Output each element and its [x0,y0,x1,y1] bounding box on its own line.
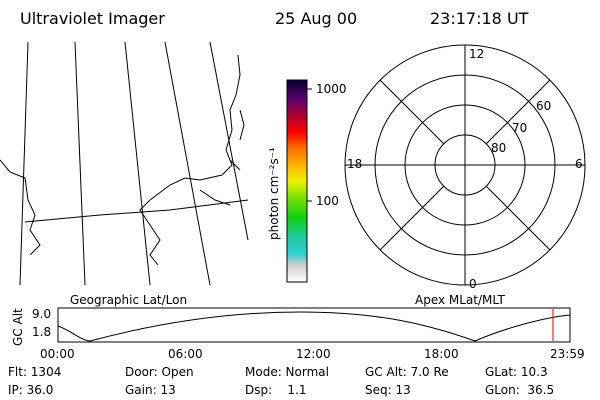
x-tick-label: 00:00 [40,347,75,361]
date: 25 Aug 00 [275,9,357,28]
colorbar-tick-label: 1000 [316,82,347,96]
status-field: Flt: 1304 [8,365,61,379]
altitude-frame [57,307,571,343]
lat-label: 80 [491,141,506,155]
status-field: GLon: 36.5 [485,383,554,397]
mlt-label: 18 [347,157,362,171]
mlt-label: 12 [469,47,484,61]
axis-label: GC Alt [11,308,25,346]
status-field: Gain: 13 [125,383,176,397]
status-field: Door: Open [125,365,194,379]
colorbar [286,79,308,283]
coastline [0,54,245,266]
x-tick-label: 23:59 [550,347,585,361]
status-field: IP: 36.0 [8,383,53,397]
x-tick-label: 06:00 [168,347,203,361]
status-field: Seq: 13 [365,383,411,397]
polar-plot [344,44,586,286]
lat-label: 70 [512,121,527,135]
panel-label: Geographic Lat/Lon [70,293,187,307]
y-tick-label: 9.0 [32,307,51,321]
colorbar-tick-label: 100 [316,194,339,208]
panel-label: Apex MLat/MLT [415,293,505,307]
mlt-label: 6 [575,157,583,171]
map [0,41,249,286]
parallel [24,199,249,223]
mlt-label: 0 [469,277,477,291]
status-field: Mode: Normal [245,365,329,379]
y-tick-label: 1.8 [32,325,51,339]
status-field: Dsp: 1.1 [245,383,307,397]
status-field: GLat: 10.3 [485,365,548,379]
x-tick-label: 18:00 [424,347,459,361]
x-tick-label: 12:00 [296,347,331,361]
colorbar-ticks [307,88,312,202]
time: 23:17:18 UT [430,9,529,28]
colorbar-label: photon cm⁻²s⁻¹ [267,147,281,240]
lat-label: 60 [536,99,551,113]
title: Ultraviolet Imager [20,9,165,28]
altitude-curve [57,311,571,342]
status-field: GC Alt: 7.0 Re [365,365,449,379]
spokes [345,45,585,285]
meridians [19,41,249,286]
